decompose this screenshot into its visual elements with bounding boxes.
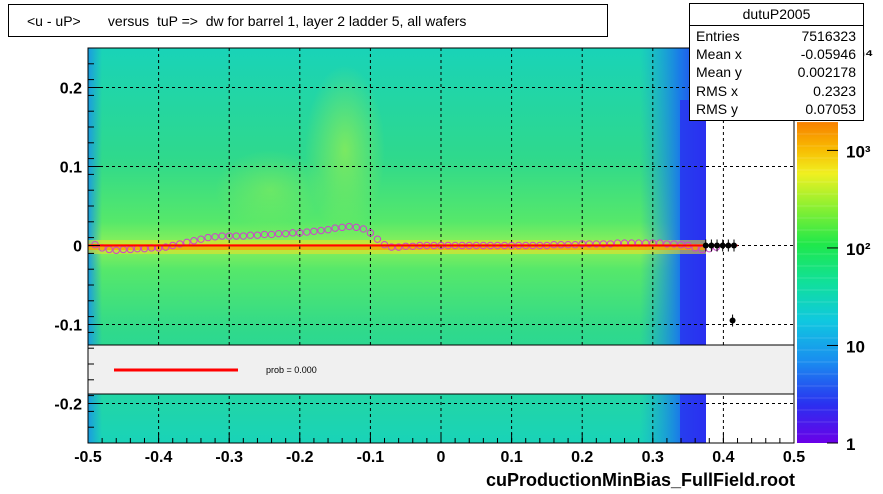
z-tick-label: 10² xyxy=(846,240,871,259)
profile-marker xyxy=(670,240,678,248)
stats-row: RMS x 0.2323 xyxy=(696,83,856,102)
profile-marker xyxy=(225,232,233,240)
x-tick-label: 0.2 xyxy=(571,449,593,466)
z-tick-label: 1 xyxy=(846,435,855,454)
profile-marker xyxy=(317,226,325,235)
black-points xyxy=(702,239,737,327)
plot-title: <u - uP> versus tuP => dw for barrel 1, … xyxy=(27,13,467,29)
stats-key: Mean x xyxy=(696,46,742,62)
stats-value: 0.2323 xyxy=(813,83,856,99)
profile-marker xyxy=(578,240,586,248)
x-tick-label: -0.2 xyxy=(286,449,314,466)
profile-marker xyxy=(112,246,120,254)
y-tick-label: -0.2 xyxy=(54,397,82,414)
profile-marker xyxy=(260,230,269,239)
stats-value: 0.002178 xyxy=(797,64,856,80)
x-tick-label: -0.3 xyxy=(215,449,243,466)
title-box: <u - uP> versus tuP => dw for barrel 1, … xyxy=(8,4,608,37)
x-axis: -0.5 -0.4 -0.3 -0.2 -0.1 0 0.1 0.2 0.3 0.4 0.5 xyxy=(74,433,805,466)
profile-marker xyxy=(585,240,593,248)
x-tick-label: 0.3 xyxy=(642,449,664,466)
profile-marker xyxy=(345,222,353,231)
profile-marker xyxy=(366,229,375,237)
profile-marker xyxy=(253,231,262,239)
legend-text: prob = 0.000 xyxy=(266,365,317,375)
x-tick-label: 0.1 xyxy=(500,449,522,466)
z-tick-label: 10 xyxy=(846,337,865,356)
stats-value: 0.07053 xyxy=(805,101,856,117)
y-tick-label: -0.1 xyxy=(54,318,82,335)
profile-marker xyxy=(190,237,198,245)
profile-marker xyxy=(246,231,255,239)
stats-key: RMS x xyxy=(696,83,738,99)
legend-box: prob = 0.000 xyxy=(87,344,795,395)
profile-marker xyxy=(331,224,339,232)
profile-marker xyxy=(204,233,212,242)
stats-key: RMS y xyxy=(696,101,738,117)
y-axis: -0.2 -0.1 0 0.1 0.2 xyxy=(54,47,100,444)
footer-filename: cuProductionMinBias_FullField.root xyxy=(486,470,796,490)
profile-marker xyxy=(352,223,360,232)
y-tick-label: 0 xyxy=(73,239,82,256)
y-tick-label: 0.1 xyxy=(60,160,82,177)
profile-marker xyxy=(296,229,304,237)
profile-marker xyxy=(338,223,346,232)
profile-marker xyxy=(232,232,240,240)
stats-key: Mean y xyxy=(696,64,742,80)
x-tick-label: 0.4 xyxy=(712,449,734,466)
y-tick-label: 0.2 xyxy=(60,81,82,98)
profile-marker xyxy=(606,240,615,248)
profile-marker xyxy=(387,243,396,251)
profile-marker xyxy=(359,225,368,233)
profile-marker xyxy=(239,232,248,240)
profile-marker xyxy=(281,229,290,238)
stats-value: 7516323 xyxy=(801,28,856,44)
profile-marker xyxy=(663,240,671,248)
stats-row: RMS y 0.07053 xyxy=(696,101,856,120)
profile-marker xyxy=(324,226,332,234)
stats-name: dutuP2005 xyxy=(690,6,863,26)
x-tick-label: -0.4 xyxy=(145,449,173,466)
stats-box: dutuP2005 Entries 7516323 Mean x -0.0594… xyxy=(689,3,864,121)
profile-marker xyxy=(176,240,184,248)
profile-marker xyxy=(373,235,382,243)
profile-marker xyxy=(310,227,318,235)
color-scale: 11010²10³10⁴ xyxy=(797,45,873,454)
profile-marker xyxy=(218,232,226,240)
x-tick-label: -0.1 xyxy=(357,449,385,466)
profile-marker xyxy=(211,233,219,241)
profile-marker xyxy=(599,240,608,248)
stats-row: Mean x -0.05946 xyxy=(696,46,856,65)
profile-marker xyxy=(289,229,297,237)
stats-key: Entries xyxy=(696,28,740,44)
profile-marker xyxy=(267,230,276,239)
x-tick-label: 0 xyxy=(437,449,446,466)
profile-marker xyxy=(303,228,311,236)
z-tick-label: 10³ xyxy=(846,142,871,161)
profile-marker xyxy=(274,229,283,238)
x-tick-label: 0.5 xyxy=(783,449,805,466)
stats-row: Entries 7516323 xyxy=(696,28,856,47)
profile-marker xyxy=(197,235,205,243)
profile-marker xyxy=(394,243,403,251)
profile-marker xyxy=(592,240,601,248)
x-tick-label: -0.5 xyxy=(74,449,102,466)
stats-value: -0.05946 xyxy=(800,46,856,62)
profile-marker xyxy=(161,243,170,251)
stats-row: Mean y 0.002178 xyxy=(696,64,856,83)
